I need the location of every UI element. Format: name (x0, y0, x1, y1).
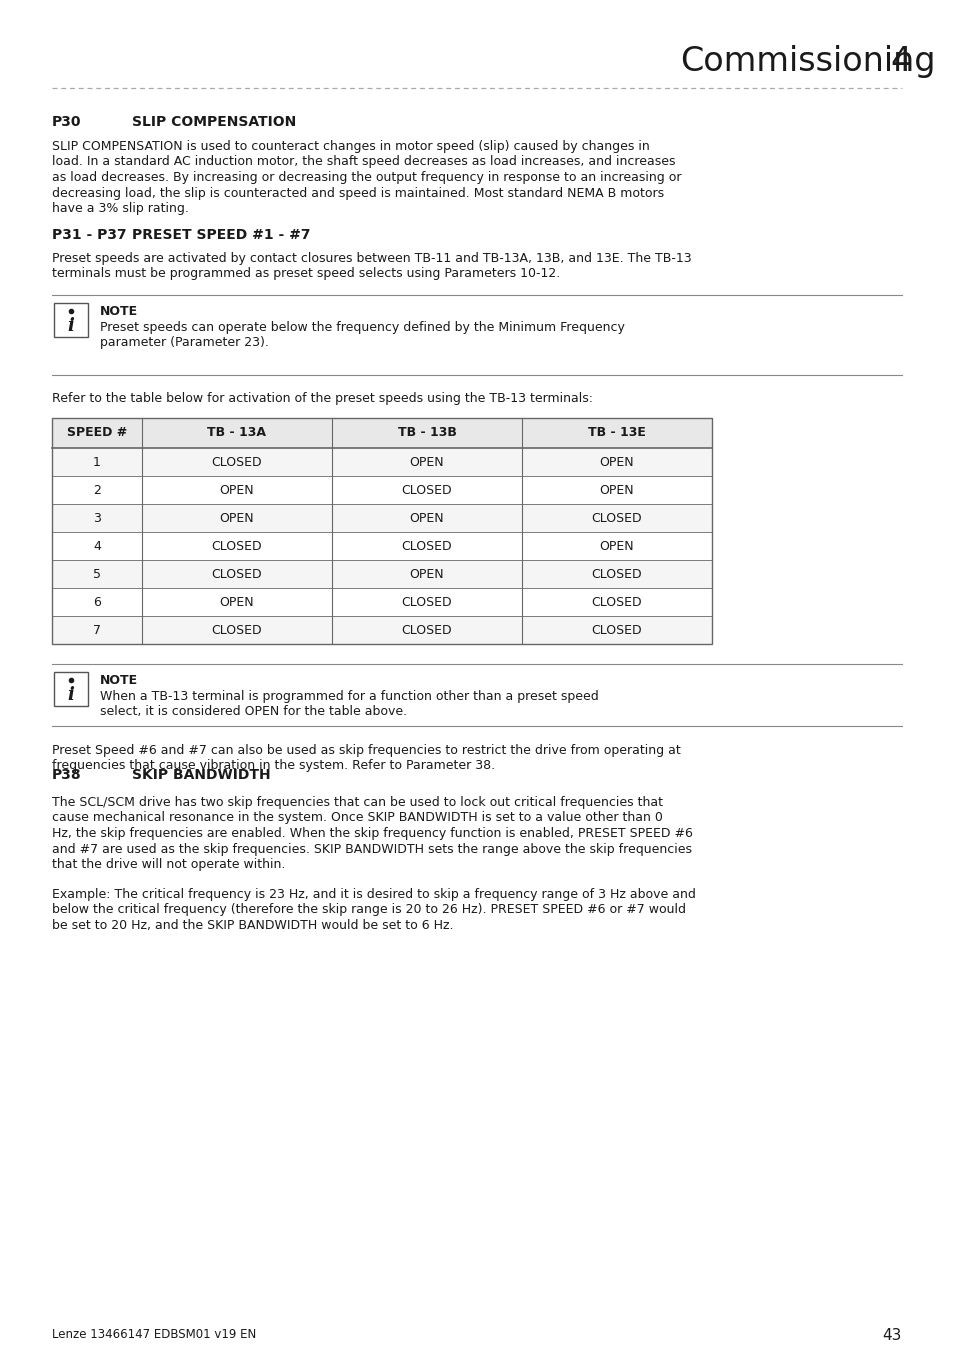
Text: TB - 13B: TB - 13B (397, 427, 456, 439)
Text: NOTE: NOTE (100, 305, 138, 318)
Text: have a 3% slip rating.: have a 3% slip rating. (52, 202, 189, 215)
FancyBboxPatch shape (52, 504, 711, 532)
Text: NOTE: NOTE (100, 673, 138, 687)
Text: parameter (Parameter 23).: parameter (Parameter 23). (100, 337, 269, 349)
Text: be set to 20 Hz, and the SKIP BANDWIDTH would be set to 6 Hz.: be set to 20 Hz, and the SKIP BANDWIDTH … (52, 919, 453, 932)
Text: CLOSED: CLOSED (212, 567, 262, 581)
Text: P31 - P37: P31 - P37 (52, 228, 127, 243)
Text: CLOSED: CLOSED (212, 455, 262, 469)
Text: Preset Speed #6 and #7 can also be used as skip frequencies to restrict the driv: Preset Speed #6 and #7 can also be used … (52, 744, 680, 756)
Text: OPEN: OPEN (219, 484, 254, 496)
Text: OPEN: OPEN (409, 511, 444, 525)
Text: Preset speeds are activated by contact closures between TB-11 and TB-13A, 13B, a: Preset speeds are activated by contact c… (52, 252, 691, 264)
Text: OPEN: OPEN (599, 540, 634, 552)
Text: 43: 43 (882, 1328, 901, 1343)
Text: CLOSED: CLOSED (591, 596, 641, 608)
Text: CLOSED: CLOSED (591, 567, 641, 581)
Text: 3: 3 (93, 511, 101, 525)
Text: Preset speeds can operate below the frequency defined by the Minimum Frequency: Preset speeds can operate below the freq… (100, 322, 624, 334)
Text: OPEN: OPEN (599, 484, 634, 496)
FancyBboxPatch shape (52, 476, 711, 504)
Text: OPEN: OPEN (409, 567, 444, 581)
FancyBboxPatch shape (52, 560, 711, 587)
FancyBboxPatch shape (54, 672, 88, 706)
Text: and #7 are used as the skip frequencies. SKIP BANDWIDTH sets the range above the: and #7 are used as the skip frequencies.… (52, 842, 691, 856)
Text: CLOSED: CLOSED (401, 596, 452, 608)
Text: i: i (68, 318, 74, 335)
Text: SPEED #: SPEED # (67, 427, 127, 439)
Text: CLOSED: CLOSED (212, 540, 262, 552)
Text: load. In a standard AC induction motor, the shaft speed decreases as load increa: load. In a standard AC induction motor, … (52, 155, 675, 169)
Text: Commissioning: Commissioning (679, 45, 935, 78)
Text: 4: 4 (889, 45, 910, 78)
Text: decreasing load, the slip is counteracted and speed is maintained. Most standard: decreasing load, the slip is counteracte… (52, 187, 663, 199)
Text: P38: P38 (52, 767, 82, 782)
Text: OPEN: OPEN (219, 596, 254, 608)
Text: CLOSED: CLOSED (401, 540, 452, 552)
Text: OPEN: OPEN (599, 455, 634, 469)
Text: 2: 2 (93, 484, 101, 496)
Text: The SCL/SCM drive has two skip frequencies that can be used to lock out critical: The SCL/SCM drive has two skip frequenci… (52, 796, 662, 810)
FancyBboxPatch shape (54, 303, 88, 337)
Text: CLOSED: CLOSED (212, 623, 262, 637)
Text: SLIP COMPENSATION: SLIP COMPENSATION (132, 114, 296, 129)
Text: below the critical frequency (therefore the skip range is 20 to 26 Hz). PRESET S: below the critical frequency (therefore … (52, 904, 685, 916)
Text: i: i (68, 686, 74, 705)
Text: terminals must be programmed as preset speed selects using Parameters 10-12.: terminals must be programmed as preset s… (52, 267, 559, 281)
Text: Lenze 13466147 EDBSM01 v19 EN: Lenze 13466147 EDBSM01 v19 EN (52, 1328, 256, 1341)
FancyBboxPatch shape (52, 587, 711, 616)
Text: CLOSED: CLOSED (401, 484, 452, 496)
Text: Refer to the table below for activation of the preset speeds using the TB-13 ter: Refer to the table below for activation … (52, 393, 593, 405)
FancyBboxPatch shape (52, 616, 711, 643)
Text: SKIP BANDWIDTH: SKIP BANDWIDTH (132, 767, 271, 782)
Text: as load decreases. By increasing or decreasing the output frequency in response : as load decreases. By increasing or decr… (52, 170, 680, 184)
Text: OPEN: OPEN (409, 455, 444, 469)
FancyBboxPatch shape (52, 418, 711, 448)
Text: 1: 1 (93, 455, 101, 469)
Text: When a TB-13 terminal is programmed for a function other than a preset speed: When a TB-13 terminal is programmed for … (100, 690, 598, 703)
Text: TB - 13E: TB - 13E (587, 427, 645, 439)
Text: 4: 4 (93, 540, 101, 552)
Text: 7: 7 (92, 623, 101, 637)
Text: CLOSED: CLOSED (401, 623, 452, 637)
Text: frequencies that cause vibration in the system. Refer to Parameter 38.: frequencies that cause vibration in the … (52, 759, 495, 773)
Text: CLOSED: CLOSED (591, 511, 641, 525)
FancyBboxPatch shape (52, 448, 711, 476)
Text: PRESET SPEED #1 - #7: PRESET SPEED #1 - #7 (132, 228, 310, 243)
Text: CLOSED: CLOSED (591, 623, 641, 637)
Text: select, it is considered OPEN for the table above.: select, it is considered OPEN for the ta… (100, 705, 407, 718)
Text: that the drive will not operate within.: that the drive will not operate within. (52, 857, 285, 871)
Text: P30: P30 (52, 114, 81, 129)
Text: OPEN: OPEN (219, 511, 254, 525)
Text: 6: 6 (93, 596, 101, 608)
FancyBboxPatch shape (52, 532, 711, 560)
Text: 5: 5 (92, 567, 101, 581)
Text: SLIP COMPENSATION is used to counteract changes in motor speed (slip) caused by : SLIP COMPENSATION is used to counteract … (52, 140, 649, 153)
Text: TB - 13A: TB - 13A (208, 427, 266, 439)
Text: Hz, the skip frequencies are enabled. When the skip frequency function is enable: Hz, the skip frequencies are enabled. Wh… (52, 827, 692, 840)
Text: cause mechanical resonance in the system. Once SKIP BANDWIDTH is set to a value : cause mechanical resonance in the system… (52, 811, 662, 825)
Text: Example: The critical frequency is 23 Hz, and it is desired to skip a frequency : Example: The critical frequency is 23 Hz… (52, 889, 695, 901)
